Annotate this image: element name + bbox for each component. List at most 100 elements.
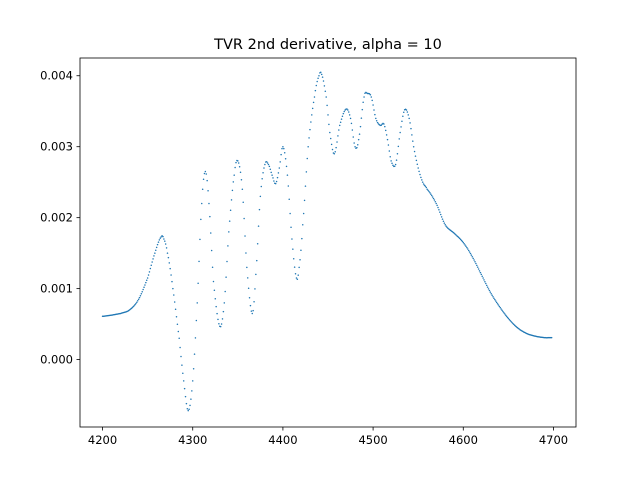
data-point <box>195 319 198 322</box>
data-point <box>410 127 412 130</box>
data-point <box>428 190 430 193</box>
data-point <box>439 211 441 213</box>
data-point <box>266 162 269 164</box>
data-point <box>485 282 487 285</box>
data-point <box>356 146 358 149</box>
y-tick-label: 0.001 <box>40 282 73 296</box>
data-point <box>322 80 325 82</box>
data-point <box>302 224 304 226</box>
data-point <box>217 318 219 321</box>
x-axis: 4200 4300 4400 4500 4600 4700 <box>88 427 568 447</box>
data-point <box>482 277 484 279</box>
data-point <box>296 278 299 281</box>
data-point <box>174 308 177 311</box>
data-point <box>417 167 419 169</box>
data-point <box>255 273 257 276</box>
data-point <box>185 402 188 405</box>
data-point <box>211 266 214 269</box>
data-point <box>291 238 293 240</box>
data-point <box>493 297 495 299</box>
data-point <box>481 275 483 277</box>
x-tick-label: 4400 <box>268 433 297 447</box>
data-point <box>153 255 155 257</box>
data-point <box>298 266 300 269</box>
data-point <box>231 189 234 192</box>
data-point <box>166 252 169 254</box>
data-point <box>311 114 313 116</box>
data-point <box>186 407 189 410</box>
data-point <box>150 264 152 266</box>
data-point <box>283 147 285 150</box>
y-axis: 0.000 0.001 0.002 0.003 0.004 <box>40 69 80 367</box>
data-point <box>476 264 478 267</box>
data-point <box>497 304 500 306</box>
data-point <box>183 387 186 390</box>
data-point <box>229 209 232 212</box>
data-point <box>270 171 272 174</box>
data-point <box>498 305 501 308</box>
data-point <box>507 317 510 320</box>
data-point <box>328 123 330 126</box>
x-tick-label: 4700 <box>539 433 568 447</box>
data-point <box>191 380 194 382</box>
data-point <box>182 380 185 382</box>
data-point <box>141 290 143 293</box>
data-point <box>358 133 361 135</box>
data-point <box>420 176 422 179</box>
data-point <box>173 294 175 296</box>
data-point <box>408 117 410 120</box>
data-point <box>268 165 271 168</box>
data-point <box>246 266 248 269</box>
data-point <box>338 124 341 127</box>
data-point <box>479 271 482 274</box>
data-point <box>472 257 474 260</box>
data-point <box>187 409 189 412</box>
data-point <box>180 355 182 358</box>
data-point <box>155 249 157 251</box>
data-point <box>132 305 134 308</box>
data-point <box>142 288 144 291</box>
data-point <box>253 300 255 303</box>
data-point <box>357 143 359 146</box>
data-point <box>257 225 260 227</box>
data-point <box>389 155 391 158</box>
data-point <box>512 322 514 325</box>
x-tick-label: 4600 <box>449 433 478 447</box>
data-point <box>459 238 462 241</box>
data-point <box>220 323 223 325</box>
data-point <box>276 176 279 179</box>
data-point <box>463 242 465 245</box>
data-point <box>146 277 149 279</box>
data-point <box>258 208 261 211</box>
data-point <box>489 291 492 293</box>
plot-frame <box>79 57 577 428</box>
data-point <box>167 256 170 259</box>
data-point <box>443 222 446 224</box>
data-point <box>193 353 196 355</box>
chart-title: TVR 2nd derivative, alpha = 10 <box>213 37 442 53</box>
data-point <box>289 212 291 215</box>
data-point <box>478 270 481 272</box>
data-point <box>361 108 364 111</box>
data-point <box>206 179 208 182</box>
data-point <box>486 286 489 288</box>
x-tick-label: 4500 <box>358 433 387 447</box>
data-point <box>280 153 282 156</box>
data-point <box>499 306 501 309</box>
data-point <box>311 107 314 110</box>
data-point <box>205 173 207 175</box>
data-point <box>416 163 419 166</box>
data-point <box>308 137 310 139</box>
data-point <box>473 259 475 261</box>
data-point <box>241 188 244 191</box>
data-point <box>509 319 511 322</box>
data-point <box>315 84 318 87</box>
data-point <box>442 220 445 222</box>
data-point <box>148 271 151 273</box>
data-point <box>164 243 167 245</box>
data-point <box>228 231 230 233</box>
data-point <box>477 268 480 270</box>
data-point <box>385 134 388 136</box>
data-point <box>272 177 274 179</box>
